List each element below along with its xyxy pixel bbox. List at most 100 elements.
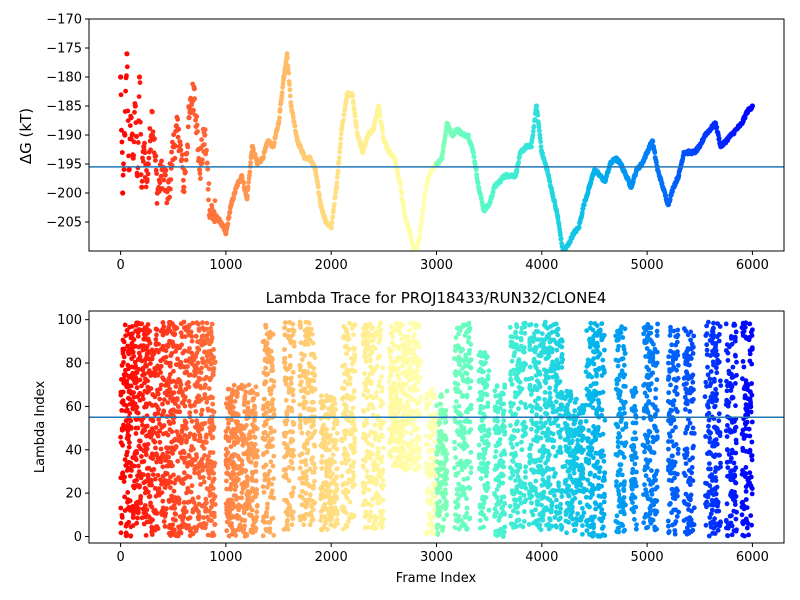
dg-point bbox=[134, 173, 140, 179]
lambda-point bbox=[342, 436, 348, 441]
lambda-point bbox=[130, 399, 136, 405]
lambda-point bbox=[378, 426, 383, 431]
lambda-point bbox=[202, 453, 208, 458]
lambda-point bbox=[376, 383, 382, 389]
lambda-point bbox=[416, 449, 422, 455]
lambda-point bbox=[130, 523, 136, 528]
lambda-point bbox=[297, 465, 303, 471]
dg-point bbox=[142, 140, 147, 146]
dg-point bbox=[285, 55, 290, 61]
lambda-point bbox=[372, 333, 378, 339]
dg-point bbox=[516, 159, 522, 165]
lambda-point bbox=[226, 509, 232, 515]
lambda-point bbox=[459, 467, 465, 473]
lambda-point bbox=[397, 424, 403, 430]
lambda-point bbox=[352, 322, 358, 328]
lambda-point bbox=[371, 467, 377, 473]
lambda-point bbox=[154, 332, 159, 338]
lambda-point bbox=[171, 488, 177, 494]
lambda-point bbox=[323, 447, 329, 453]
lambda-point bbox=[235, 453, 241, 459]
lambda-point bbox=[404, 399, 410, 404]
lambda-point bbox=[325, 488, 330, 494]
dg-point bbox=[749, 103, 756, 109]
dg-point bbox=[336, 155, 342, 161]
lambda-point bbox=[437, 411, 443, 417]
lambda-point bbox=[378, 398, 383, 403]
lambda-point bbox=[230, 469, 236, 475]
lambda-point bbox=[206, 517, 212, 523]
lambda-point bbox=[143, 452, 149, 458]
lambda-point bbox=[261, 452, 266, 457]
dg-point bbox=[157, 180, 163, 186]
lambda-point bbox=[264, 331, 270, 337]
dg-point bbox=[159, 158, 164, 164]
lambda-point bbox=[479, 418, 485, 423]
dg-point bbox=[333, 184, 340, 190]
lambda-point bbox=[145, 322, 151, 327]
lambda-point bbox=[284, 412, 290, 417]
dg-point bbox=[659, 181, 665, 186]
lambda-point bbox=[148, 416, 154, 422]
lambda-point bbox=[307, 466, 313, 472]
dg-point bbox=[328, 225, 334, 231]
lambda-point bbox=[251, 494, 257, 500]
lambda-point bbox=[394, 358, 400, 364]
lambda-point bbox=[210, 395, 216, 401]
dg-point bbox=[147, 138, 153, 144]
lambda-point bbox=[410, 376, 416, 381]
dg-point bbox=[471, 154, 477, 160]
lambda-point bbox=[416, 376, 421, 382]
lambda-point bbox=[456, 526, 462, 532]
lambda-point bbox=[166, 499, 172, 504]
lambda-point bbox=[223, 501, 229, 507]
dg-point bbox=[533, 103, 540, 109]
dg-point bbox=[127, 123, 133, 128]
dg-point bbox=[338, 131, 344, 137]
lambda-point bbox=[240, 485, 246, 491]
lambda-point bbox=[190, 496, 196, 502]
lambda-point bbox=[262, 379, 268, 384]
lambda-point bbox=[245, 496, 251, 501]
lambda-point bbox=[322, 501, 328, 507]
lambda-point bbox=[207, 377, 213, 383]
lambda-point bbox=[152, 439, 158, 445]
dg-point bbox=[131, 153, 137, 158]
lambda-point bbox=[119, 512, 125, 518]
lambda-point bbox=[121, 402, 127, 407]
dg-point bbox=[290, 114, 296, 120]
dg-point bbox=[380, 129, 385, 135]
lambda-point bbox=[136, 443, 142, 449]
dg-point bbox=[172, 155, 178, 161]
lambda-point bbox=[334, 520, 340, 526]
lambda-point bbox=[119, 377, 124, 382]
lambda-point bbox=[253, 449, 259, 455]
lambda-point bbox=[167, 427, 173, 433]
lambda-point bbox=[170, 522, 176, 528]
dg-point bbox=[247, 169, 253, 175]
lambda-point bbox=[141, 472, 146, 478]
lambda-point bbox=[301, 386, 307, 392]
lambda-point bbox=[263, 325, 269, 330]
lambda-point bbox=[174, 397, 180, 403]
lambda-point bbox=[147, 340, 153, 346]
lambda-point bbox=[127, 396, 132, 402]
lambda-point bbox=[211, 366, 217, 371]
lambda-point bbox=[395, 454, 400, 460]
lambda-point bbox=[137, 438, 142, 444]
lambda-point bbox=[245, 489, 251, 494]
lambda-point bbox=[329, 438, 335, 443]
lambda-point bbox=[119, 427, 125, 433]
lambda-point bbox=[318, 508, 324, 514]
lambda-point bbox=[479, 437, 485, 443]
lambda-point bbox=[185, 463, 190, 469]
lambda-point bbox=[200, 467, 205, 473]
lambda-point bbox=[371, 514, 377, 519]
lambda-point bbox=[290, 388, 295, 394]
lambda-point bbox=[189, 418, 195, 424]
lambda-point bbox=[399, 381, 405, 386]
lambda-point bbox=[360, 408, 366, 413]
lambda-point bbox=[146, 370, 151, 375]
lambda-point bbox=[141, 459, 147, 464]
lambda-point bbox=[142, 326, 148, 332]
